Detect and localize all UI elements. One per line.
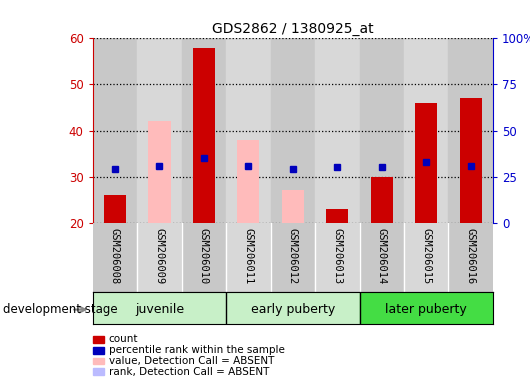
- Bar: [326, 209, 348, 223]
- Bar: [93, 38, 137, 223]
- Bar: [404, 38, 448, 223]
- Title: GDS2862 / 1380925_at: GDS2862 / 1380925_at: [212, 22, 374, 36]
- Text: GSM206012: GSM206012: [288, 228, 298, 285]
- Bar: [148, 121, 171, 223]
- Bar: [359, 38, 404, 223]
- Text: GSM206014: GSM206014: [377, 228, 387, 285]
- Text: GSM206015: GSM206015: [421, 228, 431, 285]
- Bar: [282, 190, 304, 223]
- Bar: [226, 223, 271, 292]
- Bar: [193, 48, 215, 223]
- Text: GSM206016: GSM206016: [466, 228, 475, 285]
- Text: early puberty: early puberty: [251, 303, 335, 316]
- Text: value, Detection Call = ABSENT: value, Detection Call = ABSENT: [109, 356, 274, 366]
- Bar: [226, 38, 271, 223]
- Text: GSM206009: GSM206009: [154, 228, 164, 285]
- Text: GSM206013: GSM206013: [332, 228, 342, 285]
- Bar: [237, 140, 260, 223]
- Bar: [93, 292, 226, 324]
- Text: GSM206008: GSM206008: [110, 228, 120, 285]
- Bar: [448, 38, 493, 223]
- Bar: [404, 223, 448, 292]
- Bar: [93, 223, 137, 292]
- Bar: [415, 103, 437, 223]
- Text: percentile rank within the sample: percentile rank within the sample: [109, 345, 285, 355]
- Text: rank, Detection Call = ABSENT: rank, Detection Call = ABSENT: [109, 367, 269, 377]
- Bar: [460, 98, 482, 223]
- Bar: [182, 223, 226, 292]
- Bar: [182, 38, 226, 223]
- Text: later puberty: later puberty: [385, 303, 467, 316]
- Bar: [271, 223, 315, 292]
- Bar: [315, 223, 359, 292]
- Bar: [359, 292, 493, 324]
- Bar: [315, 38, 359, 223]
- Bar: [137, 223, 182, 292]
- Text: GSM206010: GSM206010: [199, 228, 209, 285]
- Text: development stage: development stage: [3, 303, 117, 316]
- Text: count: count: [109, 334, 138, 344]
- Bar: [104, 195, 126, 223]
- Bar: [226, 292, 359, 324]
- Bar: [448, 223, 493, 292]
- Bar: [271, 38, 315, 223]
- Text: GSM206011: GSM206011: [243, 228, 253, 285]
- Bar: [359, 223, 404, 292]
- Bar: [370, 177, 393, 223]
- Text: juvenile: juvenile: [135, 303, 184, 316]
- Bar: [137, 38, 182, 223]
